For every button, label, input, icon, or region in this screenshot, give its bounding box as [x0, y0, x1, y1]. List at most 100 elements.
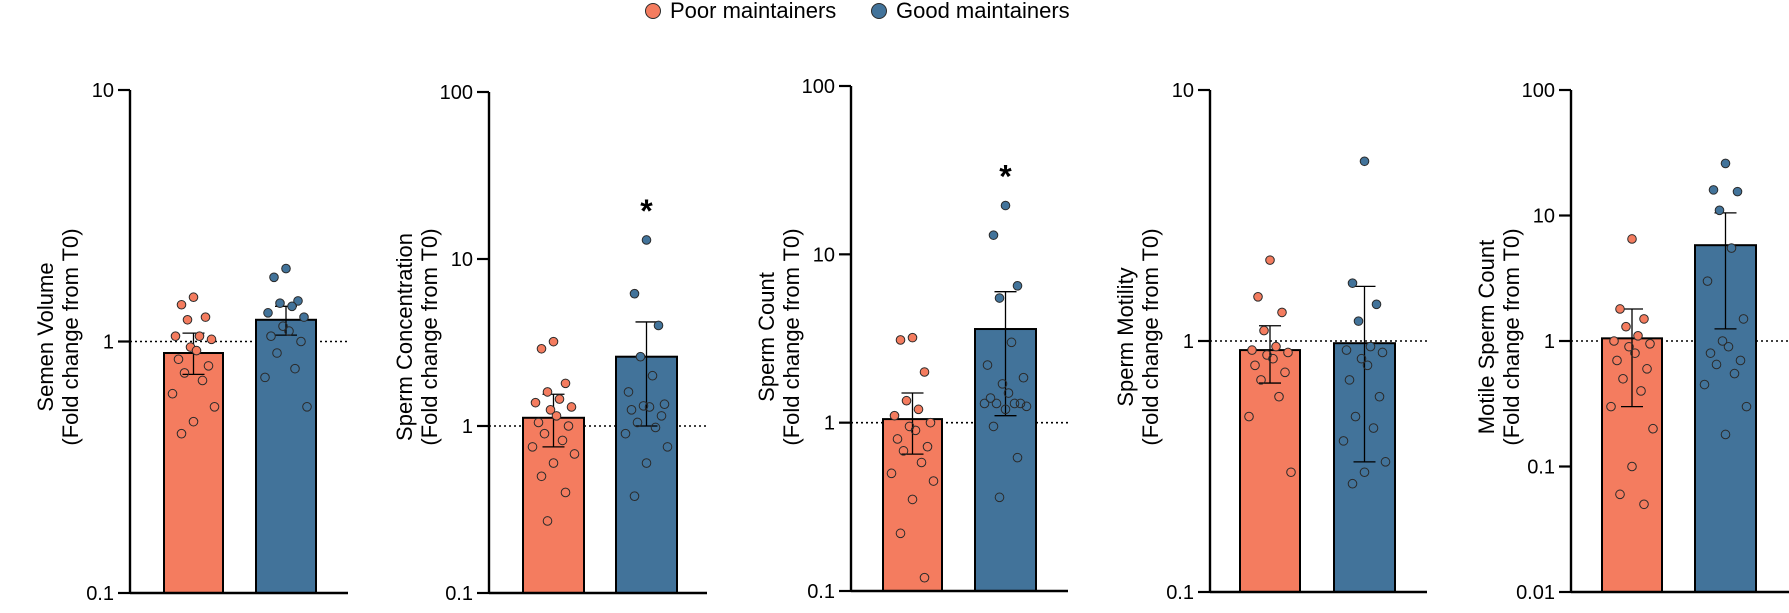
panel-5-data-point [1627, 461, 1637, 472]
panel-4-y-axis-label-line: Sperm Motility [1113, 267, 1138, 406]
panel-3-tick-label: 1 [824, 413, 835, 435]
panel-3-data-point [910, 425, 921, 436]
panel-5-data-point [1615, 304, 1625, 314]
panel-3-data-point [925, 417, 936, 428]
panel-1-data-point [176, 299, 187, 310]
panel-3-data-point [895, 335, 906, 345]
panel-1-data-point [281, 263, 291, 274]
panel-3-tick-label: 0.1 [807, 581, 835, 603]
panel-4-data-point [1353, 316, 1364, 326]
panel-5-data-point [1636, 386, 1646, 396]
panel-1-data-point [275, 298, 285, 308]
panel-1-tick-label: 10 [92, 80, 114, 102]
panel-1-y-axis-label-line: (Fold change from T0) [58, 228, 83, 445]
panel-3-tick-label: 10 [813, 244, 835, 266]
panel-2-y-axis-label-line: (Fold change from T0) [417, 228, 442, 445]
panel-5-data-point [1720, 158, 1731, 169]
panel-5-data-point [1723, 341, 1734, 352]
panel-3-data-point [889, 410, 900, 421]
panel-4-data-point [1347, 278, 1358, 288]
panel-1-y-axis-label: Semen Volume (Fold change from T0) [33, 228, 83, 445]
panel-2-data-point [536, 471, 547, 482]
panel-5-data-point [1639, 499, 1649, 510]
panel-3-data-point [979, 398, 990, 409]
panel-4-data-point [1374, 391, 1385, 402]
panel-3-data-point [988, 230, 999, 240]
panel-3-data-point [907, 332, 918, 343]
panel-2-y-axis-label: Sperm Concentration (Fold change from T0) [392, 228, 442, 445]
panel-2-data-point [644, 402, 655, 412]
panel-1-data-point [173, 354, 184, 365]
panel-5-data-point [1741, 401, 1752, 412]
panel-1-data-point [203, 361, 214, 371]
panel-3-y-axis-label-line: Sperm Count [754, 272, 779, 402]
panel-4-tick-label: 1 [1183, 331, 1194, 353]
panel-5-data-point [1645, 338, 1655, 349]
panel-5-tick-label: 0.01 [1516, 582, 1555, 604]
panel-5-tick-label: 10 [1533, 206, 1555, 228]
panel-1-data-point [179, 368, 190, 378]
panel-3-y-axis-label: Sperm Count (Fold change from T0) [754, 228, 804, 445]
panel-1-data-point [188, 292, 199, 303]
panel-1-data-point [209, 401, 220, 412]
panel-5-data-point [1738, 314, 1749, 324]
panel-1-data-point [266, 331, 276, 341]
panel-2-data-point [623, 387, 634, 397]
panel-3-data-point [991, 398, 1002, 409]
panel-5-data-point [1609, 336, 1619, 346]
panel-3-data-point [985, 393, 996, 403]
panel-5-tick-label: 0.1 [1527, 457, 1555, 479]
panel-2-data-point [641, 235, 652, 245]
panel-2-y-axis-label-line: Sperm Concentration [392, 233, 417, 441]
panel-3-y-axis-label-line: (Fold change from T0) [779, 228, 804, 445]
panel-5-data-point [1699, 379, 1710, 390]
panel-2-data-point [647, 370, 658, 381]
panel-4-data-point [1277, 307, 1287, 318]
panel-5-data-point [1735, 355, 1746, 366]
panel-2-data-point [626, 405, 637, 415]
panel-1-data-point [299, 312, 309, 322]
panel-2-data-point [569, 449, 580, 459]
legend: Poor maintainers Good maintainers [0, 0, 1789, 22]
panel-3-data-point [892, 434, 903, 444]
legend-item-poor: Poor maintainers [645, 0, 836, 22]
panel-4-data-point [1247, 345, 1257, 355]
panel-5-data-point [1705, 348, 1716, 358]
panel-5-data-point [1708, 185, 1719, 195]
panel-3-data-point [982, 360, 993, 370]
panel-3-data-point [928, 476, 939, 486]
panel-4-y-axis-label: Sperm Motility (Fold change from T0) [1113, 228, 1163, 445]
legend-label-good: Good maintainers [896, 0, 1070, 23]
legend-dot-good [871, 3, 887, 19]
panel-3-data-point [1000, 404, 1011, 415]
panel-2-data-point [563, 421, 574, 431]
panel-2-data-point [554, 394, 565, 404]
panel-1-data-point [287, 301, 297, 312]
panel-2-data-point [542, 516, 553, 526]
panel-5-data-point [1606, 401, 1616, 412]
panel-5-data-point [1729, 368, 1740, 379]
panel-2-data-point [641, 458, 652, 468]
panel-2-data-point [539, 428, 550, 439]
panel-1-data-point [206, 334, 217, 345]
panel-5-data-point [1612, 355, 1622, 366]
panel-1-data-point [263, 308, 273, 318]
panel-3-data-point [919, 572, 930, 583]
panel-5-y-axis-label-line: Motile Sperm Count [1474, 240, 1499, 434]
panel-2-data-point [551, 411, 562, 421]
panel-5-tick-label: 1 [1544, 331, 1555, 353]
panel-5-data-point [1621, 321, 1631, 332]
panel-2-data-point [635, 351, 646, 362]
panel-1-data-point [296, 336, 306, 347]
legend-dot-poor [645, 3, 661, 19]
panel-5-y-axis-label: Motile Sperm Count (Fold change from T0) [1474, 228, 1524, 445]
panel-5-data-point [1714, 205, 1725, 216]
legend-label-poor: Poor maintainers [670, 0, 837, 23]
panel-2-significance-star: * [640, 193, 653, 229]
panel-4-data-point [1362, 360, 1373, 371]
panel-2-data-point [653, 320, 664, 331]
panel-2-data-point [560, 378, 571, 389]
panel-4-data-point [1350, 411, 1361, 422]
panel-4-data-point [1286, 467, 1296, 478]
panel-4-data-point [1244, 411, 1254, 422]
